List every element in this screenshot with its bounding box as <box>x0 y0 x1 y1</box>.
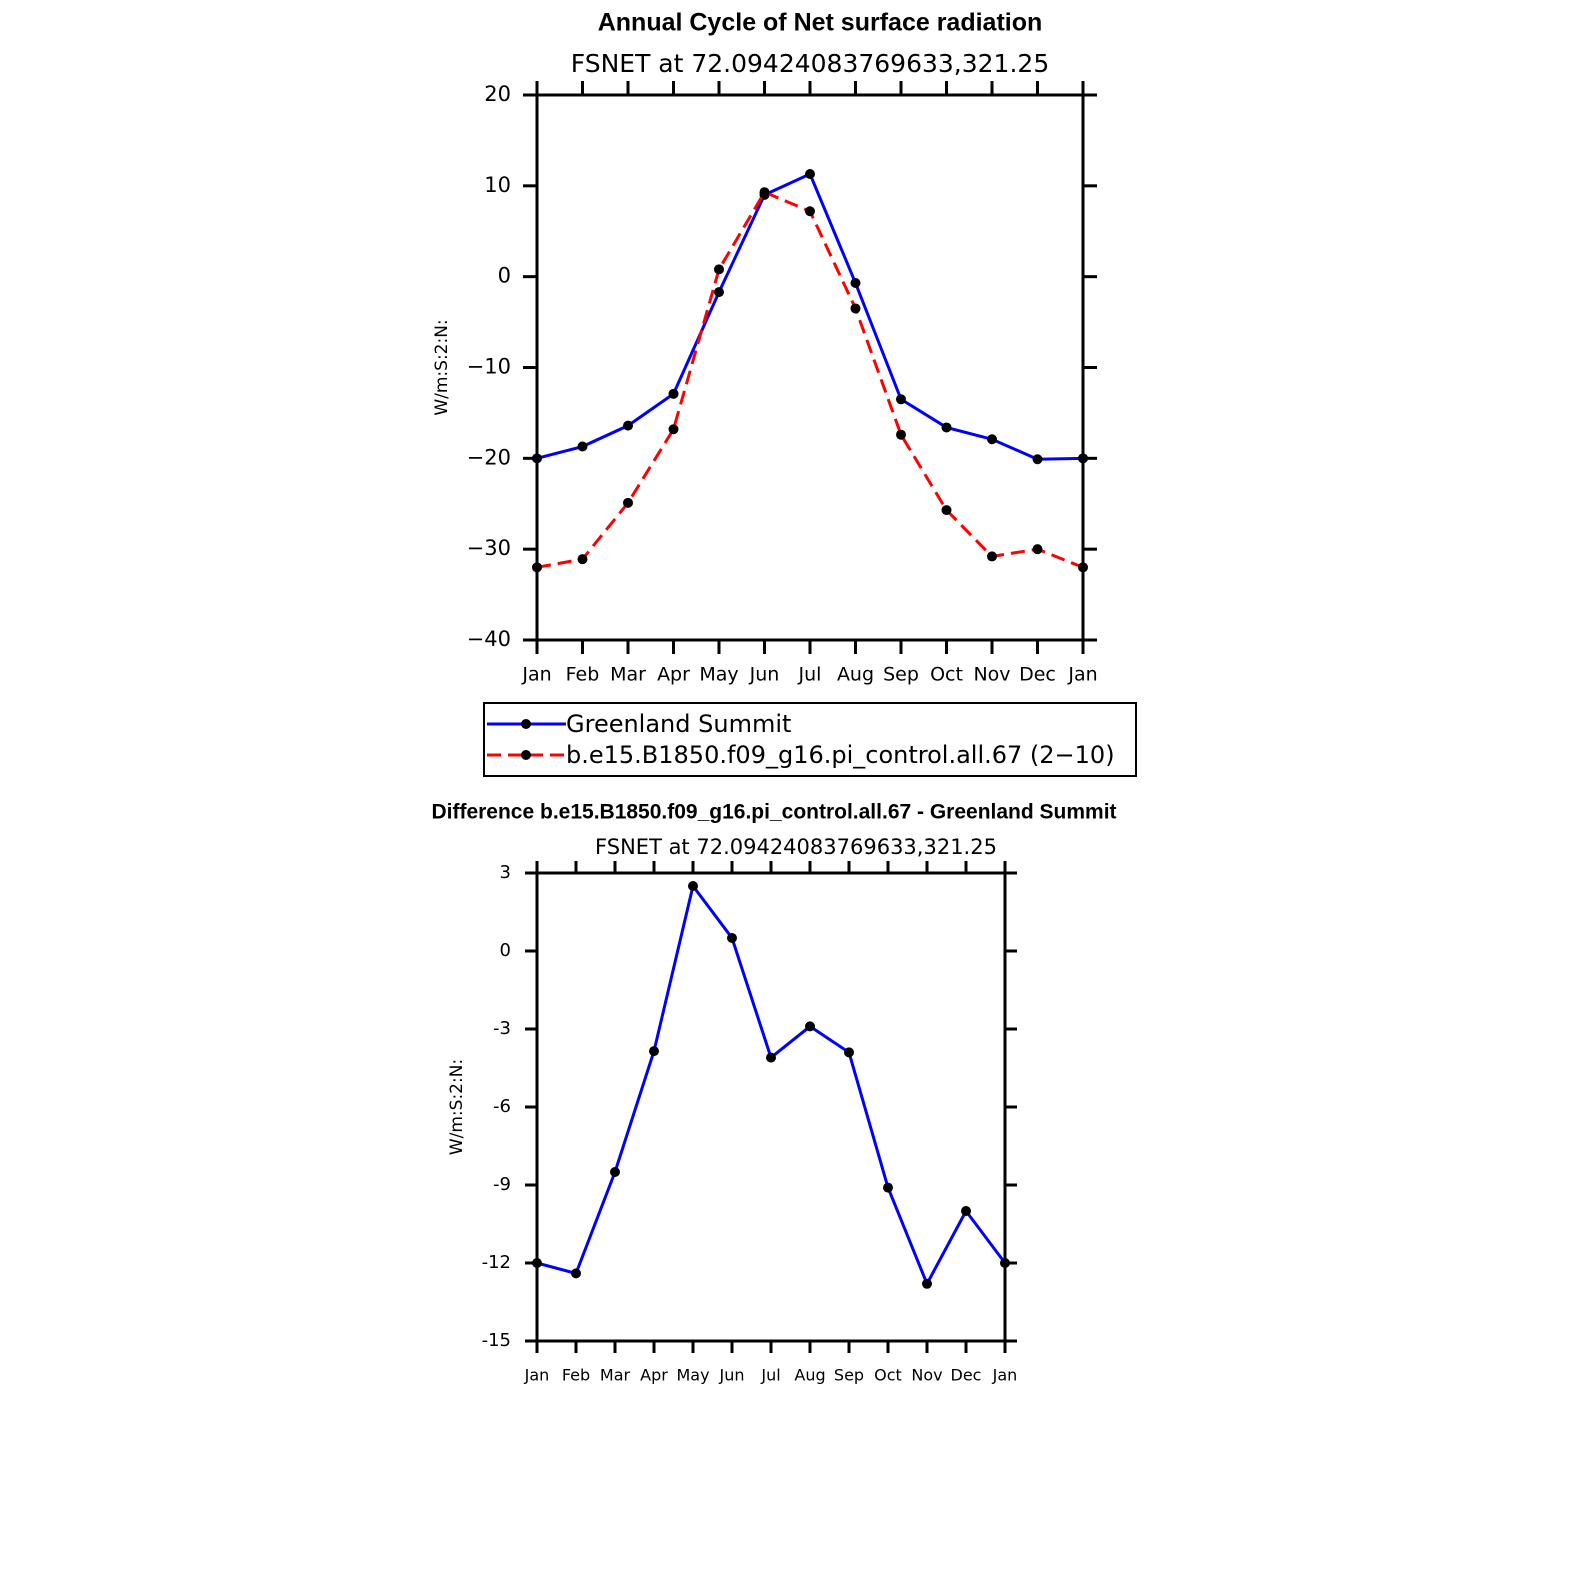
data-point <box>805 169 815 180</box>
data-point <box>1078 562 1088 573</box>
y-tick-label: 0 <box>500 940 511 961</box>
data-point <box>1032 454 1043 465</box>
x-tick-label: Jun <box>719 1366 745 1385</box>
series-line <box>536 190 1084 569</box>
data-point <box>850 278 861 289</box>
data-point <box>883 1182 893 1193</box>
data-point <box>766 1052 776 1063</box>
data-point <box>610 1167 620 1177</box>
x-tick-label: May <box>699 664 738 686</box>
y-axis-label: W/m:S:2:N: <box>447 1059 467 1155</box>
data-point <box>941 505 952 516</box>
data-point <box>714 264 724 275</box>
data-point <box>623 497 633 508</box>
x-tick-label: May <box>676 1366 709 1385</box>
data-point <box>714 287 724 298</box>
x-tick-label: Dec <box>1019 664 1056 686</box>
data-point <box>532 453 542 464</box>
x-tick-label: Nov <box>973 664 1010 686</box>
y-tick-label: 3 <box>500 862 511 883</box>
x-tick-label: Feb <box>566 664 600 686</box>
series-line <box>536 882 1007 1288</box>
data-point <box>649 1046 659 1057</box>
chart-subtitle: FSNET at 72.09424083769633,321.25 <box>571 49 1049 78</box>
data-point <box>532 1258 542 1268</box>
data-point <box>896 394 906 405</box>
data-point <box>571 1268 581 1279</box>
plot-frame <box>535 871 1007 1343</box>
plot-frame <box>535 93 1085 642</box>
data-point <box>805 1021 815 1032</box>
x-tick-label: Dec <box>951 1366 982 1385</box>
x-tick-label: Sep <box>834 1366 864 1385</box>
data-point <box>668 388 679 399</box>
data-point <box>532 562 542 573</box>
x-tick-label: Oct <box>874 1366 902 1385</box>
x-tick-label: Aug <box>794 1366 825 1385</box>
x-tick-label: Feb <box>562 1366 590 1385</box>
chart-title: Difference b.e15.B1850.f09_g16.pi_contro… <box>431 801 1116 824</box>
x-tick-label: Sep <box>883 664 919 686</box>
y-tick-label: 0 <box>498 264 511 288</box>
y-tick-label: −10 <box>467 355 511 379</box>
x-tick-label: Mar <box>600 1366 631 1385</box>
x-tick-label: Apr <box>640 1366 668 1385</box>
data-point <box>727 933 737 943</box>
chart-title: Annual Cycle of Net surface radiation <box>598 9 1043 37</box>
y-tick-label: -12 <box>482 1252 511 1273</box>
y-tick-label: −30 <box>467 536 511 560</box>
y-tick-label: -3 <box>493 1018 511 1039</box>
y-tick-label: -9 <box>493 1174 511 1195</box>
y-tick-label: 20 <box>484 82 511 106</box>
legend-marker <box>521 719 531 729</box>
legend-marker <box>521 750 531 760</box>
data-point <box>922 1278 932 1289</box>
data-point <box>1032 544 1043 555</box>
data-point <box>941 422 952 433</box>
data-point <box>987 434 997 445</box>
x-tick-label: Jan <box>992 1366 1018 1385</box>
x-tick-label: Oct <box>930 664 963 686</box>
legend-label: Greenland Summit <box>566 710 791 738</box>
legend-label: b.e15.B1850.f09_g16.pi_control.all.67 (2… <box>566 741 1115 769</box>
data-point <box>961 1206 971 1216</box>
series-line <box>536 172 1084 461</box>
y-tick-label: -6 <box>493 1096 511 1117</box>
data-point <box>759 187 770 198</box>
data-point <box>688 881 698 891</box>
x-tick-label: Aug <box>837 664 874 686</box>
data-point <box>805 206 815 217</box>
data-point <box>577 554 588 565</box>
data-point <box>1000 1258 1010 1268</box>
data-point <box>623 420 633 431</box>
data-point <box>577 441 588 452</box>
x-tick-label: Jun <box>749 664 780 686</box>
legend-box <box>483 702 1137 777</box>
x-tick-label: Apr <box>657 664 690 686</box>
y-tick-label: −40 <box>467 627 511 651</box>
data-point <box>1078 453 1088 464</box>
x-tick-label: Jul <box>798 664 822 686</box>
data-point <box>844 1047 854 1058</box>
x-tick-label: Jan <box>524 1366 550 1385</box>
data-point <box>987 551 997 562</box>
data-point <box>668 424 679 435</box>
y-tick-label: 10 <box>484 173 511 197</box>
y-axis-label: W/m:S:2:N: <box>432 319 452 415</box>
y-tick-label: -15 <box>482 1330 511 1351</box>
data-point <box>850 303 861 314</box>
x-tick-label: Jul <box>760 1366 780 1385</box>
x-tick-label: Nov <box>911 1366 942 1385</box>
x-tick-label: Jan <box>1067 664 1097 686</box>
x-tick-label: Jan <box>521 664 551 686</box>
data-point <box>896 429 906 440</box>
chart-subtitle: FSNET at 72.09424083769633,321.25 <box>595 835 997 859</box>
x-tick-label: Mar <box>610 664 646 686</box>
y-tick-label: −20 <box>467 445 511 469</box>
